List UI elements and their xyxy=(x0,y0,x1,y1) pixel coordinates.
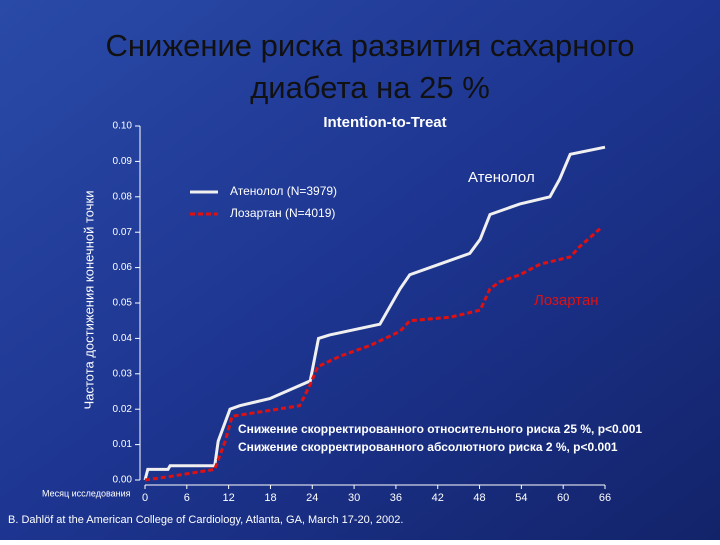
y-tick-label: 0.02 xyxy=(113,404,133,415)
y-axis-label: Частота достижения конечной точки xyxy=(81,191,96,410)
legend-label: Лозартан (N=4019) xyxy=(230,206,335,220)
title-line: Снижение риска развития сахарного xyxy=(106,28,635,63)
x-tick-label: 30 xyxy=(348,492,360,504)
subtitle: Intention-to-Treat xyxy=(323,114,446,131)
x-tick-label: 48 xyxy=(473,492,485,504)
x-tick-label: 0 xyxy=(142,492,148,504)
y-tick-label: 0.06 xyxy=(113,262,133,273)
legend-label: Атенолол (N=3979) xyxy=(230,184,337,198)
y-tick-label: 0.05 xyxy=(113,298,133,309)
series-annotation: Лозартан xyxy=(534,292,599,309)
y-tick-label: 0.01 xyxy=(113,439,133,450)
y-tick-label: 0.04 xyxy=(113,333,133,344)
y-tick-label: 0.00 xyxy=(113,475,133,486)
x-tick-label: 66 xyxy=(599,492,611,504)
y-tick-label: 0.09 xyxy=(113,156,133,167)
x-tick-label: 36 xyxy=(390,492,402,504)
y-tick-label: 0.03 xyxy=(113,368,133,379)
y-tick-label: 0.08 xyxy=(113,191,133,202)
x-axis-label: Месяц исследования xyxy=(42,488,131,498)
x-tick-label: 12 xyxy=(223,492,235,504)
x-tick-label: 54 xyxy=(515,492,527,504)
annotation: Снижение скорректированного относительно… xyxy=(238,422,642,436)
x-tick-label: 18 xyxy=(264,492,276,504)
annotation: Снижение скорректированного абсолютного … xyxy=(238,440,618,454)
y-tick-label: 0.10 xyxy=(113,121,133,132)
source: B. Dahlöf at the American College of Car… xyxy=(8,514,403,526)
x-tick-label: 42 xyxy=(432,492,444,504)
series-annotation: Атенолол xyxy=(468,169,535,186)
x-tick-label: 60 xyxy=(557,492,569,504)
series-line xyxy=(143,145,606,481)
x-tick-label: 6 xyxy=(184,492,190,504)
y-tick-label: 0.07 xyxy=(113,227,133,238)
x-tick-label: 24 xyxy=(306,492,318,504)
title-line: диабета на 25 % xyxy=(250,70,490,105)
